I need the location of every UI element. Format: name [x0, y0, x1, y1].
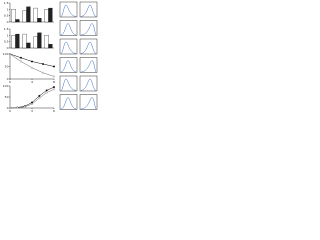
histogram-panel	[79, 94, 98, 110]
line	[9, 53, 55, 67]
point	[16, 106, 19, 109]
point	[31, 103, 33, 105]
point	[53, 65, 55, 68]
y-tick-label: 50	[5, 65, 9, 69]
bar	[44, 35, 49, 49]
y-tick-label: 1.5	[4, 27, 9, 31]
point	[31, 60, 33, 63]
point	[38, 94, 41, 97]
y-tick-label: 100	[3, 52, 9, 56]
point	[45, 91, 48, 94]
x-tick-label: 3	[31, 109, 33, 113]
histogram-panel	[59, 94, 78, 110]
y-tick-label: 1	[7, 7, 9, 11]
histogram-curve	[60, 4, 77, 17]
histogram-panel	[79, 38, 98, 55]
histogram-curve	[80, 60, 97, 73]
bar	[22, 10, 27, 23]
point	[53, 88, 55, 91]
histogram-curve	[80, 41, 97, 54]
bar	[11, 9, 16, 23]
point	[42, 71, 44, 74]
histogram-curve	[60, 41, 77, 54]
point	[9, 53, 11, 55]
bar	[44, 9, 49, 23]
bar	[37, 18, 42, 23]
bar	[15, 33, 20, 49]
point	[20, 60, 22, 63]
histogram-curve	[60, 78, 77, 91]
y-tick-label: 0	[7, 106, 9, 110]
point	[20, 56, 22, 59]
bar	[11, 35, 16, 49]
y-tick-label: 0.5	[4, 40, 9, 44]
histogram-panel	[79, 20, 98, 36]
y-tick-label: 0.5	[4, 14, 9, 18]
point	[31, 101, 33, 104]
histogram-curve	[60, 23, 77, 36]
bar	[26, 6, 31, 23]
point	[53, 86, 55, 89]
bar	[33, 36, 38, 49]
histogram-panel	[79, 75, 98, 92]
histogram-panel	[59, 20, 78, 36]
histogram-curve	[80, 23, 97, 36]
histogram-curve	[60, 60, 77, 73]
point	[42, 63, 44, 65]
point	[38, 97, 41, 100]
point	[9, 107, 11, 109]
bar	[48, 44, 53, 49]
histogram-curve	[80, 78, 97, 91]
x-tick-label: 0	[9, 80, 11, 84]
x-tick-label: 8	[53, 80, 55, 84]
histogram-curve	[80, 97, 97, 110]
y-tick-label: 0	[7, 46, 9, 50]
y-tick-label: 100	[3, 84, 9, 88]
point	[45, 89, 48, 92]
point	[23, 105, 26, 108]
bar	[26, 42, 31, 49]
x-tick-label: 6	[53, 109, 55, 113]
x-tick-label: 4	[31, 80, 33, 84]
bar	[22, 33, 27, 49]
bar	[33, 7, 38, 23]
y-tick-label: 1.5	[4, 1, 9, 5]
bar	[15, 19, 20, 23]
y-tick-label: 0	[7, 77, 9, 81]
point	[53, 75, 55, 78]
bar	[48, 7, 53, 23]
histogram-curve	[80, 4, 97, 17]
y-tick-label: 50	[5, 95, 9, 99]
histogram-panel	[59, 57, 78, 73]
y-tick-label: 0	[7, 20, 9, 24]
histogram-curve	[60, 97, 77, 110]
y-tick-label: 1	[7, 33, 9, 37]
histogram-panel	[79, 57, 98, 73]
bar	[37, 32, 42, 49]
histogram-panel	[79, 1, 98, 18]
point	[31, 66, 33, 69]
x-tick-label: 0	[9, 109, 11, 113]
